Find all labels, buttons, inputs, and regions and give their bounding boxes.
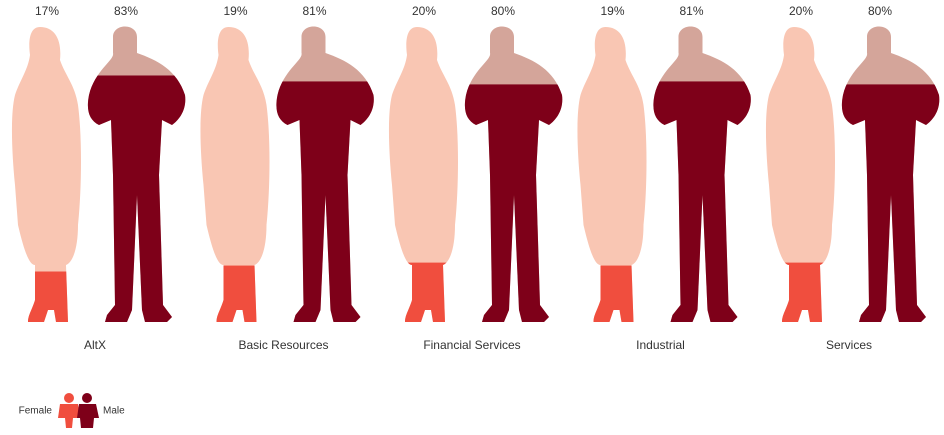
figure [841, 26, 940, 322]
value-label: 83% [114, 4, 138, 18]
figure-fill [388, 262, 458, 322]
figure-fill [653, 81, 751, 322]
category-label: Services [826, 338, 872, 352]
value-label: 19% [223, 4, 247, 18]
legend: Female Male [19, 393, 125, 428]
figure [464, 26, 563, 322]
value-label: 81% [302, 4, 326, 18]
value-label: 20% [412, 4, 436, 18]
value-label: 19% [600, 4, 624, 18]
figure-fill [464, 84, 563, 322]
legend-swatch [64, 393, 74, 403]
figure [200, 27, 270, 322]
value-label: 20% [789, 4, 813, 18]
figure [87, 26, 186, 322]
figure [653, 26, 751, 322]
figure-fill [11, 271, 81, 322]
legend-label: Female [19, 406, 53, 417]
value-label: 17% [35, 4, 59, 18]
legend-label: Male [103, 406, 125, 417]
figure-fill [577, 265, 647, 322]
category-label: AltX [84, 338, 106, 352]
category-label: Financial Services [423, 338, 520, 352]
figure [577, 27, 647, 322]
figure [276, 26, 374, 322]
figure-fill [765, 262, 835, 322]
figure [388, 27, 458, 322]
value-label: 81% [679, 4, 703, 18]
figure-fill [841, 84, 940, 322]
figure-fill [200, 265, 270, 322]
figure-fill [87, 75, 186, 322]
figure-fill [276, 81, 374, 322]
figure [11, 27, 81, 322]
category-label: Basic Resources [238, 338, 328, 352]
legend-swatch [82, 393, 92, 403]
category-label: Industrial [636, 338, 685, 352]
legend-swatch [77, 404, 99, 428]
value-label: 80% [491, 4, 515, 18]
value-label: 80% [868, 4, 892, 18]
legend-swatch [58, 404, 80, 428]
figure [765, 27, 835, 322]
